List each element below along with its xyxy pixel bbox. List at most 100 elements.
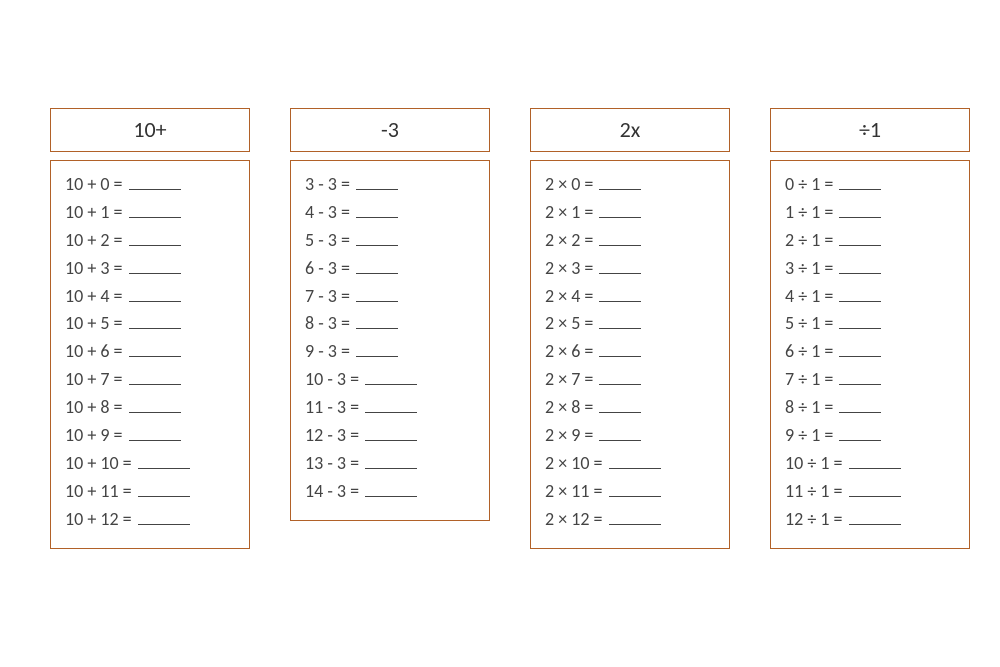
equation-expression: 6 - 3 = [305,257,354,279]
answer-blank[interactable] [839,203,881,218]
answer-blank[interactable] [129,398,181,413]
answer-blank[interactable] [356,258,398,273]
answer-blank[interactable] [599,230,641,245]
answer-blank[interactable] [365,426,417,441]
answer-blank[interactable] [129,175,181,190]
equation-row: 2 × 8 = [545,394,721,422]
equation-expression: 10 + 2 = [65,229,127,251]
answer-blank[interactable] [609,454,661,469]
equation-expression: 2 × 3 = [545,257,597,279]
equation-row: 2 × 10 = [545,450,721,478]
card-multiplication-2: 2x 2 × 0 = 2 × 1 = 2 × 2 = 2 × 3 = 2 × 4… [530,108,730,549]
answer-blank[interactable] [839,258,881,273]
answer-blank[interactable] [849,482,901,497]
answer-blank[interactable] [365,370,417,385]
answer-blank[interactable] [609,482,661,497]
equation-expression: 5 ÷ 1 = [785,312,837,334]
answer-blank[interactable] [839,342,881,357]
answer-blank[interactable] [356,230,398,245]
equation-expression: 9 ÷ 1 = [785,424,837,446]
equation-expression: 3 - 3 = [305,173,354,195]
answer-blank[interactable] [138,454,190,469]
equation-row: 2 × 7 = [545,366,721,394]
equation-expression: 2 × 9 = [545,424,597,446]
answer-blank[interactable] [599,426,641,441]
equation-row: 10 + 5 = [65,310,241,338]
answer-blank[interactable] [599,175,641,190]
equation-row: 14 - 3 = [305,478,481,506]
answer-blank[interactable] [839,426,881,441]
equation-expression: 10 + 0 = [65,173,127,195]
equation-row: 11 ÷ 1 = [785,478,961,506]
equation-row: 2 × 4 = [545,283,721,311]
answer-blank[interactable] [839,175,881,190]
equation-expression: 2 × 0 = [545,173,597,195]
answer-blank[interactable] [129,258,181,273]
equation-expression: 4 - 3 = [305,201,354,223]
card-title: 10+ [50,108,250,152]
equation-expression: 2 ÷ 1 = [785,229,837,251]
equation-expression: 4 ÷ 1 = [785,285,837,307]
equation-row: 10 + 9 = [65,422,241,450]
equation-row: 2 × 5 = [545,310,721,338]
equation-row: 3 - 3 = [305,171,481,199]
answer-blank[interactable] [129,230,181,245]
equation-row: 10 ÷ 1 = [785,450,961,478]
answer-blank[interactable] [609,509,661,524]
equation-row: 1 ÷ 1 = [785,199,961,227]
answer-blank[interactable] [849,509,901,524]
equation-row: 8 - 3 = [305,310,481,338]
equation-expression: 2 × 1 = [545,201,597,223]
answer-blank[interactable] [599,286,641,301]
answer-blank[interactable] [365,482,417,497]
answer-blank[interactable] [356,203,398,218]
answer-blank[interactable] [138,482,190,497]
equation-row: 10 + 1 = [65,199,241,227]
answer-blank[interactable] [365,398,417,413]
equation-expression: 12 ÷ 1 = [785,508,847,530]
equation-expression: 10 + 9 = [65,424,127,446]
equation-expression: 10 + 3 = [65,257,127,279]
equation-row: 2 × 6 = [545,338,721,366]
equation-expression: 2 × 2 = [545,229,597,251]
equation-row: 10 + 0 = [65,171,241,199]
equation-expression: 2 × 8 = [545,396,597,418]
answer-blank[interactable] [356,175,398,190]
answer-blank[interactable] [599,203,641,218]
equation-row: 2 × 2 = [545,227,721,255]
answer-blank[interactable] [599,314,641,329]
answer-blank[interactable] [839,398,881,413]
equation-row: 10 - 3 = [305,366,481,394]
answer-blank[interactable] [356,314,398,329]
equation-expression: 8 - 3 = [305,312,354,334]
answer-blank[interactable] [599,258,641,273]
answer-blank[interactable] [599,342,641,357]
answer-blank[interactable] [365,454,417,469]
equation-row: 4 - 3 = [305,199,481,227]
equation-expression: 2 × 6 = [545,340,597,362]
answer-blank[interactable] [129,426,181,441]
card-division-1: ÷1 0 ÷ 1 = 1 ÷ 1 = 2 ÷ 1 = 3 ÷ 1 = 4 ÷ 1… [770,108,970,549]
answer-blank[interactable] [839,230,881,245]
answer-blank[interactable] [839,314,881,329]
equation-row: 5 ÷ 1 = [785,310,961,338]
equation-expression: 10 + 10 = [65,452,136,474]
answer-blank[interactable] [839,370,881,385]
answer-blank[interactable] [129,286,181,301]
equation-expression: 7 ÷ 1 = [785,368,837,390]
answer-blank[interactable] [599,370,641,385]
answer-blank[interactable] [129,314,181,329]
equation-expression: 10 + 7 = [65,368,127,390]
equation-row: 10 + 2 = [65,227,241,255]
answer-blank[interactable] [129,203,181,218]
answer-blank[interactable] [356,342,398,357]
equation-row: 2 ÷ 1 = [785,227,961,255]
answer-blank[interactable] [599,398,641,413]
equation-expression: 2 × 7 = [545,368,597,390]
answer-blank[interactable] [129,342,181,357]
answer-blank[interactable] [138,509,190,524]
answer-blank[interactable] [839,286,881,301]
answer-blank[interactable] [356,286,398,301]
answer-blank[interactable] [849,454,901,469]
answer-blank[interactable] [129,370,181,385]
